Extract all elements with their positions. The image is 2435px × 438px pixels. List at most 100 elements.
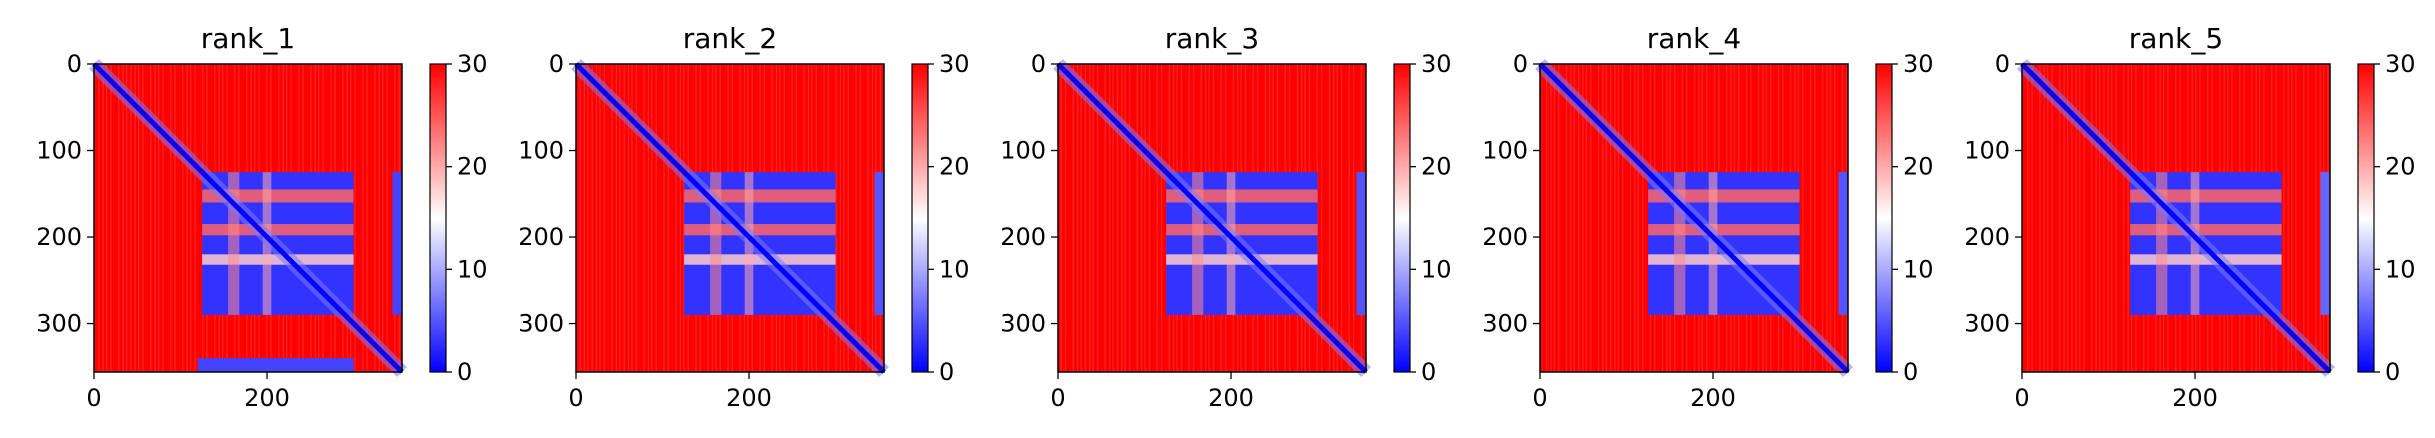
colorbar-tick-label: 30 <box>1903 50 1934 78</box>
heatmap-texture <box>1570 64 1571 372</box>
colorbar-tick-label: 30 <box>2385 50 2416 78</box>
heatmap-gap-row <box>684 224 835 235</box>
heatmap-texture <box>663 64 664 372</box>
heatmap-texture <box>872 64 873 372</box>
y-tick-label: 0 <box>549 50 564 78</box>
heatmap-texture <box>382 64 383 372</box>
x-tick-label: 0 <box>1050 384 1065 412</box>
heatmap-panel-2: rank_20 20001002003000102030 <box>518 22 969 412</box>
heatmap-texture <box>386 64 387 372</box>
x-tick-label: 200 <box>2172 384 2218 412</box>
panel-title: rank_2 <box>683 22 777 55</box>
colorbar-tick-label: 0 <box>1903 358 1918 386</box>
y-tick-label: 100 <box>1964 137 2010 165</box>
heatmap-texture <box>1642 64 1643 372</box>
colorbar <box>912 64 928 372</box>
heatmap-texture <box>123 64 124 372</box>
heatmap-texture <box>150 64 151 372</box>
colorbar-tick-label: 20 <box>1903 153 1934 181</box>
x-tick-label: 200 <box>1208 384 1254 412</box>
heatmap-texture <box>1550 64 1551 372</box>
heatmap-texture <box>1077 64 1078 372</box>
heatmap-texture <box>675 64 676 372</box>
heatmap-texture <box>1353 64 1354 372</box>
heatmap-texture <box>2108 64 2109 372</box>
heatmap-texture <box>1061 64 1062 372</box>
y-tick-label: 200 <box>1000 223 1046 251</box>
heatmap-texture <box>668 64 669 372</box>
heatmap-texture <box>2128 64 2129 372</box>
heatmap-texture <box>1618 64 1619 372</box>
heatmap-texture <box>379 64 380 372</box>
colorbar-tick-label: 30 <box>457 50 488 78</box>
heatmap-texture <box>1554 64 1555 372</box>
heatmap-texture <box>656 64 657 372</box>
heatmap-texture <box>106 64 107 372</box>
heatmap-gap-row <box>2130 224 2281 235</box>
heatmap-texture <box>596 64 597 372</box>
heatmap-texture <box>1558 64 1559 372</box>
heatmap-texture <box>1337 64 1338 372</box>
y-tick-label: 100 <box>518 137 564 165</box>
heatmap-texture <box>1814 64 1815 372</box>
heatmap-texture <box>1341 64 1342 372</box>
heatmap-texture <box>1834 64 1835 372</box>
heatmap-texture <box>1065 64 1066 372</box>
heatmap-texture <box>604 64 605 372</box>
colorbar-tick-label: 20 <box>939 153 970 181</box>
x-tick-label: 0 <box>1532 384 1547 412</box>
heatmap-texture <box>599 64 600 372</box>
heatmap-texture <box>1826 64 1827 372</box>
panel-title: rank_4 <box>1647 22 1741 55</box>
heatmap-texture <box>2111 64 2112 372</box>
colorbar-tick-label: 10 <box>2385 255 2416 283</box>
heatmap-texture <box>182 64 183 372</box>
heatmap-texture <box>1602 64 1603 372</box>
heatmap-texture <box>2027 64 2028 372</box>
heatmap-texture <box>2083 64 2084 372</box>
heatmap-texture <box>855 64 856 372</box>
heatmap-texture <box>2308 64 2309 372</box>
heatmap-texture <box>1630 64 1631 372</box>
heatmap-gap-row <box>1166 224 1317 235</box>
heatmap-texture <box>98 64 99 372</box>
heatmap-texture <box>2103 64 2104 372</box>
y-tick-label: 300 <box>36 310 82 338</box>
heatmap-gap-row <box>1648 224 1799 235</box>
y-tick-label: 0 <box>1995 50 2010 78</box>
colorbar <box>1394 64 1410 372</box>
heatmap-block <box>1356 172 1366 315</box>
y-tick-label: 200 <box>518 223 564 251</box>
y-tick-label: 100 <box>36 137 82 165</box>
y-tick-label: 100 <box>1482 137 1528 165</box>
heatmap-texture <box>868 64 869 372</box>
y-tick-label: 200 <box>1482 223 1528 251</box>
y-tick-label: 300 <box>1964 310 2010 338</box>
colorbar-tick-label: 30 <box>939 50 970 78</box>
colorbar-tick-label: 10 <box>1421 255 1452 283</box>
x-tick-label: 0 <box>2014 384 2029 412</box>
heatmap-texture <box>2295 64 2296 372</box>
colorbar-tick-label: 20 <box>2385 153 2416 181</box>
heatmap-texture <box>1830 64 1831 372</box>
heatmap-texture <box>1117 64 1118 372</box>
heatmap-texture <box>1622 64 1623 372</box>
heatmap-texture <box>2039 64 2040 372</box>
colorbar-tick-label: 20 <box>457 153 488 181</box>
panel-title: rank_5 <box>2129 22 2223 55</box>
heatmap-texture <box>2091 64 2092 372</box>
y-tick-label: 300 <box>1000 310 1046 338</box>
heatmap-block <box>874 172 884 315</box>
x-tick-label: 0 <box>568 384 583 412</box>
heatmap-texture <box>1333 64 1334 372</box>
heatmap-texture <box>584 64 585 372</box>
heatmap-texture <box>1606 64 1607 372</box>
heatmap-texture <box>1141 64 1142 372</box>
heatmap-panel-3: rank_30 20001002003000102030 <box>1000 22 1451 412</box>
heatmap-texture <box>2032 64 2033 372</box>
heatmap-texture <box>1157 64 1158 372</box>
colorbar-tick-label: 10 <box>939 255 970 283</box>
heatmap-texture <box>579 64 580 372</box>
heatmap-texture <box>194 64 195 372</box>
